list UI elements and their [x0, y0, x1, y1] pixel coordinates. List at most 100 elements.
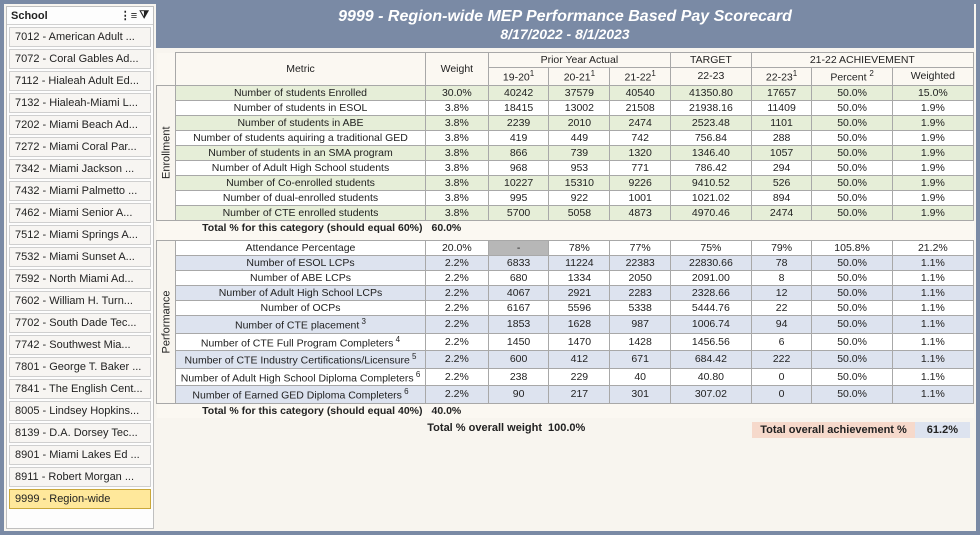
data-cell: 217 — [549, 386, 610, 404]
data-cell: 987 — [610, 316, 671, 334]
data-cell: 50.0% — [812, 301, 892, 316]
slicer-item[interactable]: 7072 - Coral Gables Ad... — [9, 49, 151, 69]
table-body: EnrollmentNumber of students Enrolled30.… — [157, 85, 974, 418]
data-cell: 1628 — [549, 316, 610, 334]
data-cell: 1.1% — [892, 316, 973, 334]
data-cell: 1.1% — [892, 256, 973, 271]
data-cell: 294 — [751, 160, 812, 175]
slicer-item[interactable]: 9999 - Region-wide — [9, 489, 151, 509]
metric-cell: Number of Co-enrolled students — [176, 175, 426, 190]
data-cell: 5700 — [488, 205, 549, 220]
category-label: Performance — [157, 241, 176, 404]
slicer-item[interactable]: 7272 - Miami Coral Par... — [9, 137, 151, 157]
data-cell: 79% — [751, 241, 812, 256]
col-target: TARGET — [671, 53, 752, 68]
table-row: Number of students in ABE3.8%22392010247… — [157, 115, 974, 130]
data-cell: 786.42 — [671, 160, 752, 175]
col-weighted: Weighted — [892, 68, 973, 86]
data-cell: 50.0% — [812, 85, 892, 100]
slicer-item[interactable]: 7532 - Miami Sunset A... — [9, 247, 151, 267]
data-cell: 78 — [751, 256, 812, 271]
data-cell: 15310 — [549, 175, 610, 190]
table-row: Number of dual-enrolled students3.8%9959… — [157, 190, 974, 205]
data-cell: 680 — [488, 271, 549, 286]
data-cell: 1.9% — [892, 115, 973, 130]
data-cell: 2050 — [610, 271, 671, 286]
slicer-item[interactable]: 8911 - Robert Morgan ... — [9, 467, 151, 487]
data-cell: 229 — [549, 368, 610, 386]
data-cell: 1456.56 — [671, 333, 752, 351]
perf-total-label: Total % for this category (should equal … — [176, 403, 426, 418]
slicer-item[interactable]: 7112 - Hialeah Adult Ed... — [9, 71, 151, 91]
data-cell: 1057 — [751, 145, 812, 160]
data-cell: 1.9% — [892, 190, 973, 205]
metric-cell: Number of CTE placement 3 — [176, 316, 426, 334]
slicer-item[interactable]: 7012 - American Adult ... — [9, 27, 151, 47]
data-cell: 1320 — [610, 145, 671, 160]
slicer-item[interactable]: 7592 - North Miami Ad... — [9, 269, 151, 289]
data-cell: 419 — [488, 130, 549, 145]
data-cell: 3.8% — [426, 100, 489, 115]
data-cell: 40242 — [488, 85, 549, 100]
data-cell: 4873 — [610, 205, 671, 220]
slicer-item[interactable]: 8005 - Lindsey Hopkins... — [9, 401, 151, 421]
data-cell: 1006.74 — [671, 316, 752, 334]
slicer-item[interactable]: 7432 - Miami Palmetto ... — [9, 181, 151, 201]
data-cell: - — [488, 241, 549, 256]
table-row: Number of Earned GED Diploma Completers … — [157, 386, 974, 404]
data-cell: 5338 — [610, 301, 671, 316]
table-row: Number of CTE Industry Certifications/Li… — [157, 351, 974, 369]
data-cell: 3.8% — [426, 175, 489, 190]
slicer-header: School ⋮≡ ⧩ — [7, 7, 153, 25]
data-cell: 2.2% — [426, 316, 489, 334]
data-cell: 3.8% — [426, 205, 489, 220]
slicer-item[interactable]: 7602 - William H. Turn... — [9, 291, 151, 311]
scorecard-title: 9999 - Region-wide MEP Performance Based… — [156, 8, 974, 26]
data-cell: 1.9% — [892, 100, 973, 115]
data-cell: 6167 — [488, 301, 549, 316]
data-cell: 78% — [549, 241, 610, 256]
col-metric: Metric — [176, 53, 426, 86]
data-cell: 449 — [549, 130, 610, 145]
scorecard-table: Metric Weight Prior Year Actual TARGET 2… — [156, 52, 974, 418]
clear-filter-icon[interactable]: ⧩ — [139, 9, 149, 22]
data-cell: 684.42 — [671, 351, 752, 369]
data-cell: 995 — [488, 190, 549, 205]
slicer-item[interactable]: 7202 - Miami Beach Ad... — [9, 115, 151, 135]
data-cell: 50.0% — [812, 130, 892, 145]
slicer-item[interactable]: 8139 - D.A. Dorsey Tec... — [9, 423, 151, 443]
slicer-item[interactable]: 7801 - George T. Baker ... — [9, 357, 151, 377]
data-cell: 1334 — [549, 271, 610, 286]
table-row: Number of ABE LCPs2.2%680133420502091.00… — [157, 271, 974, 286]
slicer-item[interactable]: 7132 - Hialeah-Miami L... — [9, 93, 151, 113]
overall-ach-label: Total overall achievement % — [752, 422, 915, 438]
table-row: Number of students in ESOL3.8%1841513002… — [157, 100, 974, 115]
data-cell: 18415 — [488, 100, 549, 115]
table-row: Number of students in an SMA program3.8%… — [157, 145, 974, 160]
data-cell: 307.02 — [671, 386, 752, 404]
data-cell: 50.0% — [812, 316, 892, 334]
data-cell: 11224 — [549, 256, 610, 271]
data-cell: 2239 — [488, 115, 549, 130]
data-cell: 2.2% — [426, 333, 489, 351]
slicer-item[interactable]: 7742 - Southwest Mia... — [9, 335, 151, 355]
slicer-list: 7012 - American Adult ...7072 - Coral Ga… — [7, 25, 153, 528]
table-row: Number of CTE placement 32.2%18531628987… — [157, 316, 974, 334]
data-cell: 50.0% — [812, 190, 892, 205]
multiselect-icon[interactable]: ⋮≡ — [120, 9, 137, 22]
data-cell: 77% — [610, 241, 671, 256]
data-cell: 1.9% — [892, 175, 973, 190]
slicer-item[interactable]: 7342 - Miami Jackson ... — [9, 159, 151, 179]
data-cell: 21508 — [610, 100, 671, 115]
slicer-item[interactable]: 7512 - Miami Springs A... — [9, 225, 151, 245]
data-cell: 50.0% — [812, 286, 892, 301]
slicer-item[interactable]: 7702 - South Dade Tec... — [9, 313, 151, 333]
data-cell: 94 — [751, 316, 812, 334]
scorecard-dates: 8/17/2022 - 8/1/2023 — [156, 26, 974, 42]
slicer-item[interactable]: 7841 - The English Cent... — [9, 379, 151, 399]
data-cell: 2474 — [751, 205, 812, 220]
col-achievement: 21-22 ACHIEVEMENT — [751, 53, 973, 68]
data-cell: 412 — [549, 351, 610, 369]
slicer-item[interactable]: 8901 - Miami Lakes Ed ... — [9, 445, 151, 465]
slicer-item[interactable]: 7462 - Miami Senior A... — [9, 203, 151, 223]
